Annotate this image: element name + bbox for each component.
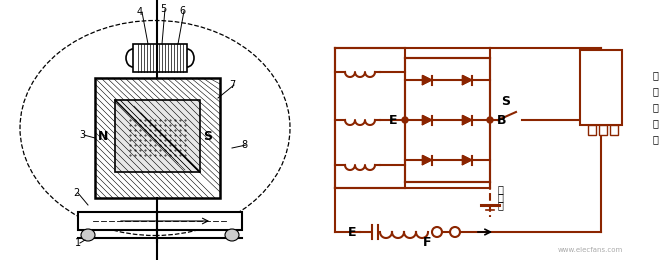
Text: 電: 電: [498, 192, 504, 202]
Text: E: E: [389, 114, 397, 127]
Bar: [610, 125, 618, 135]
Text: 壓: 壓: [652, 86, 658, 96]
Text: 6: 6: [179, 6, 185, 16]
Bar: [588, 125, 596, 135]
Polygon shape: [462, 75, 472, 84]
Text: 池: 池: [498, 200, 504, 210]
Bar: [115, 100, 200, 172]
Text: E: E: [348, 226, 356, 239]
Text: 節: 節: [652, 118, 658, 128]
Circle shape: [487, 117, 493, 123]
Text: 4: 4: [137, 7, 143, 17]
Text: S: S: [204, 130, 212, 143]
Text: 調: 調: [652, 102, 658, 112]
Text: 器: 器: [652, 134, 658, 144]
Bar: [95, 78, 220, 198]
Text: 電: 電: [652, 70, 658, 80]
Bar: [78, 212, 242, 230]
Polygon shape: [462, 155, 472, 165]
Bar: [580, 50, 622, 125]
Text: S: S: [502, 95, 510, 108]
Text: 8: 8: [241, 140, 247, 150]
Text: N: N: [98, 130, 108, 143]
Text: F: F: [423, 236, 432, 249]
Text: 7: 7: [229, 80, 235, 90]
Polygon shape: [462, 115, 472, 125]
Polygon shape: [422, 75, 432, 84]
Bar: [133, 44, 187, 72]
Text: B: B: [497, 114, 507, 127]
Text: 3: 3: [79, 130, 85, 140]
Bar: [599, 125, 607, 135]
Text: www.elecfans.com: www.elecfans.com: [557, 247, 623, 253]
Circle shape: [402, 117, 408, 123]
Polygon shape: [422, 155, 432, 165]
Ellipse shape: [81, 229, 95, 241]
Text: 5: 5: [160, 4, 166, 14]
Text: 蓄: 蓄: [498, 184, 504, 194]
Bar: [405, 58, 490, 182]
Polygon shape: [422, 115, 432, 125]
Text: 2: 2: [73, 188, 79, 198]
Ellipse shape: [225, 229, 239, 241]
Text: 1: 1: [75, 238, 81, 248]
